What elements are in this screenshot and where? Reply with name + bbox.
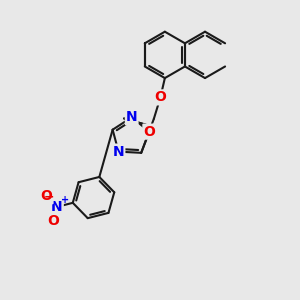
Text: O: O — [40, 189, 52, 203]
Text: N: N — [113, 145, 124, 159]
Text: O: O — [143, 124, 155, 139]
Text: N: N — [126, 110, 137, 124]
Text: +: + — [61, 195, 69, 205]
Text: N: N — [51, 200, 63, 214]
Text: −: − — [44, 191, 55, 204]
Text: O: O — [154, 90, 166, 104]
Text: O: O — [47, 214, 59, 228]
